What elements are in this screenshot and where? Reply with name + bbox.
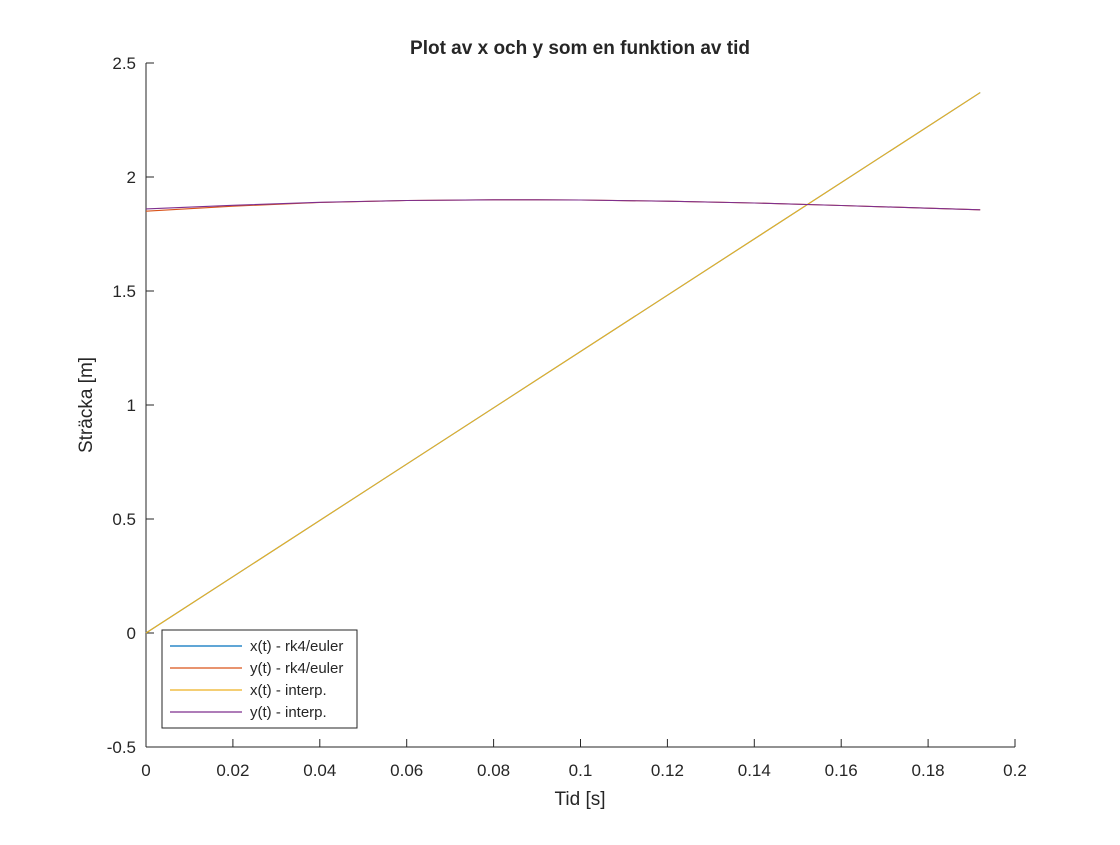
x-tick-label: 0.06 bbox=[390, 761, 423, 780]
x-tick-label: 0.16 bbox=[825, 761, 858, 780]
chart-title: Plot av x och y som en funktion av tid bbox=[410, 38, 750, 59]
series-layer bbox=[145, 92, 981, 634]
y-tick-label: 1.5 bbox=[112, 282, 136, 301]
x-tick-label: 0.2 bbox=[1003, 761, 1027, 780]
y-axis-label: Sträcka [m] bbox=[76, 357, 97, 453]
y-tick-label: 1 bbox=[127, 396, 136, 415]
legend-label-3: x(t) - interp. bbox=[250, 682, 327, 699]
plot-axes: 0 0.02 0.04 0.06 0.08 0.1 0.12 0.14 0.16 0.18 0.2 -… bbox=[107, 54, 1027, 780]
y-tick-label: 0.5 bbox=[112, 510, 136, 529]
legend-label-1: x(t) - rk4/euler bbox=[250, 638, 343, 655]
x-tick-label: 0.02 bbox=[216, 761, 249, 780]
x-tick-label: 0.12 bbox=[651, 761, 684, 780]
legend-label-4: y(t) - interp. bbox=[250, 704, 327, 721]
y-tick-label: 2 bbox=[127, 168, 136, 187]
series-line-3 bbox=[145, 92, 981, 634]
x-tick-label: 0.04 bbox=[303, 761, 336, 780]
x-tick-label: 0 bbox=[141, 761, 150, 780]
x-tick-label: 0.1 bbox=[569, 761, 593, 780]
legend-label-2: y(t) - rk4/euler bbox=[250, 660, 343, 677]
legend: x(t) - rk4/euler y(t) - rk4/euler x(t) - i… bbox=[161, 629, 358, 729]
x-tick-label: 0.14 bbox=[738, 761, 771, 780]
y-tick-label: 2.5 bbox=[112, 54, 136, 73]
y-tick-label: 0 bbox=[127, 624, 136, 643]
x-axis-label: Tid [s] bbox=[554, 789, 605, 810]
y-tick-label: -0.5 bbox=[107, 738, 136, 757]
series-line-4 bbox=[145, 199, 981, 211]
x-tick-label: 0.18 bbox=[912, 761, 945, 780]
x-tick-label: 0.08 bbox=[477, 761, 510, 780]
